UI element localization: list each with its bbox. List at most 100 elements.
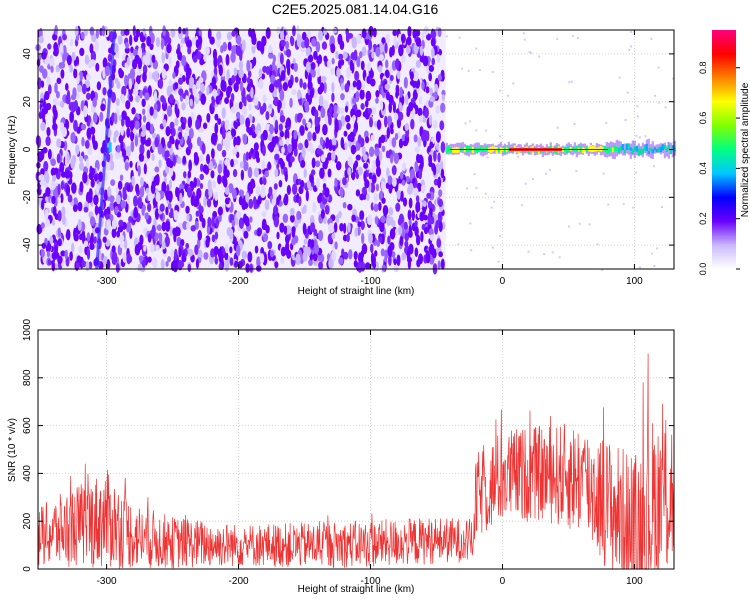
spectrogram-noise-cell [338,257,344,265]
spectrogram-noise-cell [196,92,200,101]
spectrogram-noise-cell [300,180,305,188]
spectrogram-noise-cell [304,37,310,49]
spectrogram-noise-cell [440,141,446,154]
spectrogram-noise-cell [200,93,206,106]
spectrogram-noise-cell [375,89,380,98]
spectrogram-sparse-dot [576,36,579,39]
spectrogram-noise-cell [90,232,94,243]
spectrogram-noise-cell [235,244,241,257]
spectrogram-signal-core [599,145,602,152]
spectrogram-noise-cell [339,222,344,232]
spectrogram-sparse-dot [512,82,515,85]
spectrogram-noise-cell [213,227,220,234]
spectrogram-noise-cell [206,86,210,96]
spectrogram-noise-cell [402,197,408,207]
spectrogram-noise-cell [438,221,443,233]
spectrogram-noise-cell [216,30,222,41]
spectrogram-signal-core [621,143,624,150]
spectrogram-noise-cell [376,119,382,130]
spectrogram-noise-cell [72,87,77,99]
spectrogram-noise-cell [117,225,124,233]
spectrogram-noise-cell [347,155,353,167]
spectrogram-noise-cell [62,214,66,225]
spectrogram-noise-cell [230,128,237,138]
spectrogram-noise-cell [233,121,239,130]
spectrogram-noise-cell [140,134,146,146]
spectrogram-noise-cell [359,51,363,59]
spectrogram-noise-cell [245,263,250,273]
spectrogram-noise-cell [334,177,338,188]
spectrogram-noise-cell [50,158,56,167]
spectrogram-noise-cell [357,252,362,264]
spectrogram-noise-cell [369,117,373,128]
spectrogram-noise-cell [54,82,58,94]
spectrogram-noise-cell [319,167,325,179]
spectrogram-signal-core [631,148,634,155]
spectrogram-noise-cell [273,80,279,88]
spectrogram-noise-cell [420,231,424,243]
spectrogram-noise-cell [322,198,328,205]
spectrogram-noise-cell [280,160,285,170]
spectrogram-noise-cell [173,231,177,243]
spectrogram-noise-cell [218,64,223,77]
spectrogram-noise-cell [121,94,125,104]
spectrogram-noise-cell [408,230,413,238]
spectrogram-noise-cell [212,88,217,98]
spectrogram-noise-cell [297,142,304,151]
spectrogram-noise-cell [120,126,124,137]
spectrogram-signal-core [493,146,496,151]
spectrogram-noise-cell [130,46,134,54]
spectrogram-noise-cell [437,27,442,38]
spectrogram-noise-cell [268,44,273,54]
spectrogram-noise-cell [334,241,338,250]
spectrogram-noise-cell [158,78,164,89]
spectrogram-noise-cell [310,169,316,176]
spectrogram-sparse-dot [545,172,548,175]
spectrogram-noise-cell [81,260,87,268]
spectrogram-noise-cell [165,260,169,267]
spectrogram-streak-peak [108,142,112,153]
spectrogram-signal-halo [663,142,666,159]
spectrogram-noise-cell [287,143,293,154]
spectrogram-noise-cell [379,41,384,54]
spectrogram-sparse-dot [568,81,571,84]
spectrogram-noise-cell [193,154,200,166]
spectrogram-noise-cell [285,34,290,42]
spectrogram-noise-cell [347,203,353,211]
spectrogram-noise-cell [47,43,52,50]
spectrogram-noise-cell [415,29,421,37]
spectrogram-noise-cell [57,183,61,196]
spectrogram-noise-cell [302,222,307,235]
spectrogram-noise-cell [175,186,179,198]
spectrogram-noise-cell [256,156,260,163]
spectrogram-noise-cell [144,139,151,147]
spectrogram-noise-cell [380,215,386,224]
spectrogram-noise-cell [250,178,256,190]
spectrogram-sparse-dot [638,136,641,139]
spectrogram-signal-halo [621,144,624,156]
spectrogram-noise-cell [389,153,394,164]
spectrogram-noise-cell [441,94,445,102]
spectrogram-noise-cell [76,73,80,85]
spectrogram-signal-core [651,149,654,154]
spectrogram-noise-cell [356,79,362,91]
spectrogram-noise-cell [423,226,429,235]
spectrogram-noise-cell [346,122,351,130]
spectrogram-noise-cell [86,232,91,242]
spectrogram-noise-cell [291,89,297,96]
spectrogram-noise-cell [285,137,290,146]
spectrogram-noise-cell [153,102,158,111]
snr-y-tick-label: 800 [22,369,33,386]
spectrogram-noise-cell [224,259,230,272]
spectrogram-noise-cell [343,222,347,234]
spectrogram-noise-cell [106,218,112,231]
spectrogram-noise-cell [307,246,311,257]
spectrogram-noise-cell [349,59,354,72]
spectrogram-noise-cell [137,165,141,177]
spectrogram-noise-cell [256,256,261,268]
spectrogram-noise-cell [116,230,121,238]
spectrogram-noise-cell [280,39,286,47]
spectrogram-noise-cell [245,151,249,161]
spectrogram-noise-cell [387,175,393,185]
spectrogram-noise-cell [188,141,193,150]
